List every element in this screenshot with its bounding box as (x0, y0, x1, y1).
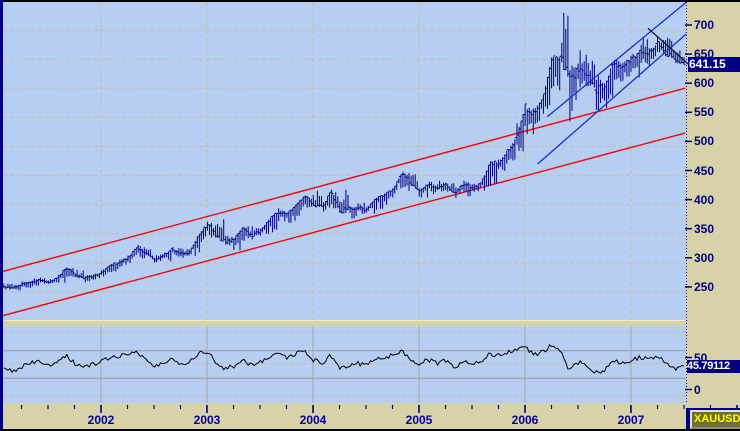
price-scale-label: 700 (694, 18, 715, 32)
price-scale-label: 600 (694, 76, 715, 91)
price-panel[interactable] (3, 2, 686, 320)
symbol-tab-label: XAUUSD (694, 413, 740, 425)
window-border-left (0, 0, 3, 431)
x-axis[interactable] (3, 403, 740, 429)
year-label: 2002 (87, 413, 115, 427)
year-label: 2006 (511, 413, 539, 427)
price-scale-label: 350 (694, 221, 715, 236)
price-scale-label: 250 (694, 279, 715, 294)
year-label: 2007 (617, 413, 645, 427)
price-scale-label: 550 (694, 105, 715, 120)
window-border-top (0, 0, 740, 2)
price-scale-label: 500 (694, 134, 715, 149)
indicator-value-box: 45.79112 (687, 360, 740, 373)
year-label: 2003 (193, 413, 221, 427)
price-scale-label: 300 (694, 250, 715, 265)
window-border-bottom (0, 429, 740, 431)
price-scale-label: 400 (694, 192, 715, 207)
bottom-right-corner: XAUUSD (686, 408, 740, 431)
year-label: 2005 (405, 413, 433, 427)
indicator-scale-label: 0 (694, 382, 701, 397)
symbol-tab[interactable]: XAUUSD (690, 410, 740, 429)
price-scale-label: 450 (694, 163, 715, 178)
year-label: 2004 (299, 413, 327, 427)
indicator-panel[interactable] (3, 326, 686, 403)
last-price-box: 641.15 (688, 57, 740, 72)
panel-separator[interactable] (3, 320, 686, 327)
